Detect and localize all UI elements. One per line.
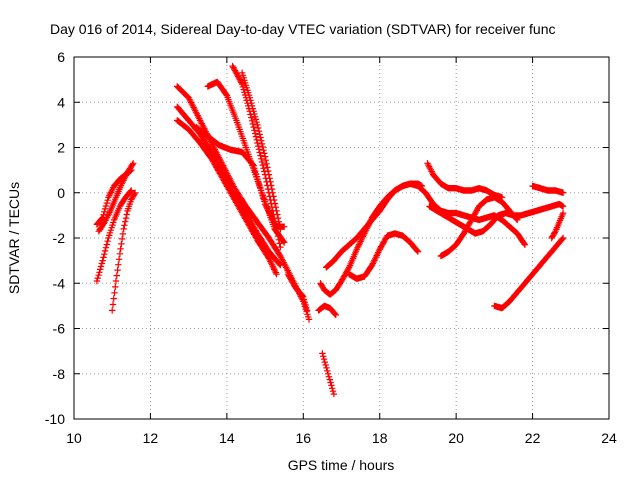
y-tick-label: -4: [53, 275, 66, 291]
x-tick-label: 20: [448, 430, 464, 446]
y-tick-label: 6: [57, 49, 65, 65]
series-s3: [93, 187, 135, 285]
y-axis-label: SDTVAR / TECUs: [6, 182, 22, 294]
data-point-markers: [284, 271, 311, 314]
y-tick-label: -10: [45, 411, 65, 427]
series-s7: [174, 117, 280, 278]
series-s4: [109, 189, 139, 314]
series-s13: [319, 350, 338, 398]
data-point-markers: [238, 69, 284, 233]
data-point-markers: [109, 189, 139, 314]
data-point-markers: [174, 103, 284, 269]
series-s18: [426, 200, 567, 237]
series-s15: [323, 180, 529, 271]
y-tick-label: 4: [57, 94, 65, 110]
data-point-markers: [323, 180, 529, 271]
series-s16: [315, 302, 339, 319]
data-point-markers: [95, 160, 137, 235]
series-s10: [229, 62, 284, 251]
data-point-markers: [319, 350, 338, 398]
data-point-markers: [491, 234, 567, 312]
data-point-markers: [548, 209, 567, 242]
series-s21: [491, 234, 567, 312]
data-point-markers: [426, 200, 567, 237]
x-tick-label: 10: [66, 430, 82, 446]
series-s22: [529, 182, 567, 196]
data-point-markers: [229, 62, 284, 251]
series-s2: [95, 160, 137, 235]
data-point-markers: [315, 302, 339, 319]
y-tick-label: -8: [53, 366, 66, 382]
series-s20: [437, 194, 521, 260]
series-s11: [238, 69, 284, 233]
y-tick-label: 0: [57, 185, 65, 201]
x-tick-label: 24: [601, 430, 617, 446]
y-tick-label: -2: [53, 230, 66, 246]
data-point-markers: [345, 230, 422, 282]
x-axis-label: GPS time / hours: [288, 457, 395, 473]
y-tick-label: 2: [57, 140, 65, 156]
series-s6: [174, 103, 284, 269]
chart-title: Day 016 of 2014, Sidereal Day-to-day VTE…: [50, 21, 556, 37]
grid-lines: [74, 57, 609, 419]
series-s23: [548, 209, 567, 242]
x-tick-label: 16: [295, 430, 311, 446]
x-tick-label: 22: [525, 430, 541, 446]
data-point-markers: [174, 117, 280, 278]
data-point-markers: [529, 182, 567, 196]
data-point-markers: [93, 187, 135, 285]
x-tick-label: 18: [372, 430, 388, 446]
series-s17: [345, 230, 422, 282]
data-point-markers: [437, 194, 521, 260]
y-tick-label: -6: [53, 321, 66, 337]
x-tick-label: 12: [143, 430, 159, 446]
x-tick-label: 14: [219, 430, 235, 446]
data-points: [93, 62, 567, 398]
series-s12: [284, 271, 311, 314]
